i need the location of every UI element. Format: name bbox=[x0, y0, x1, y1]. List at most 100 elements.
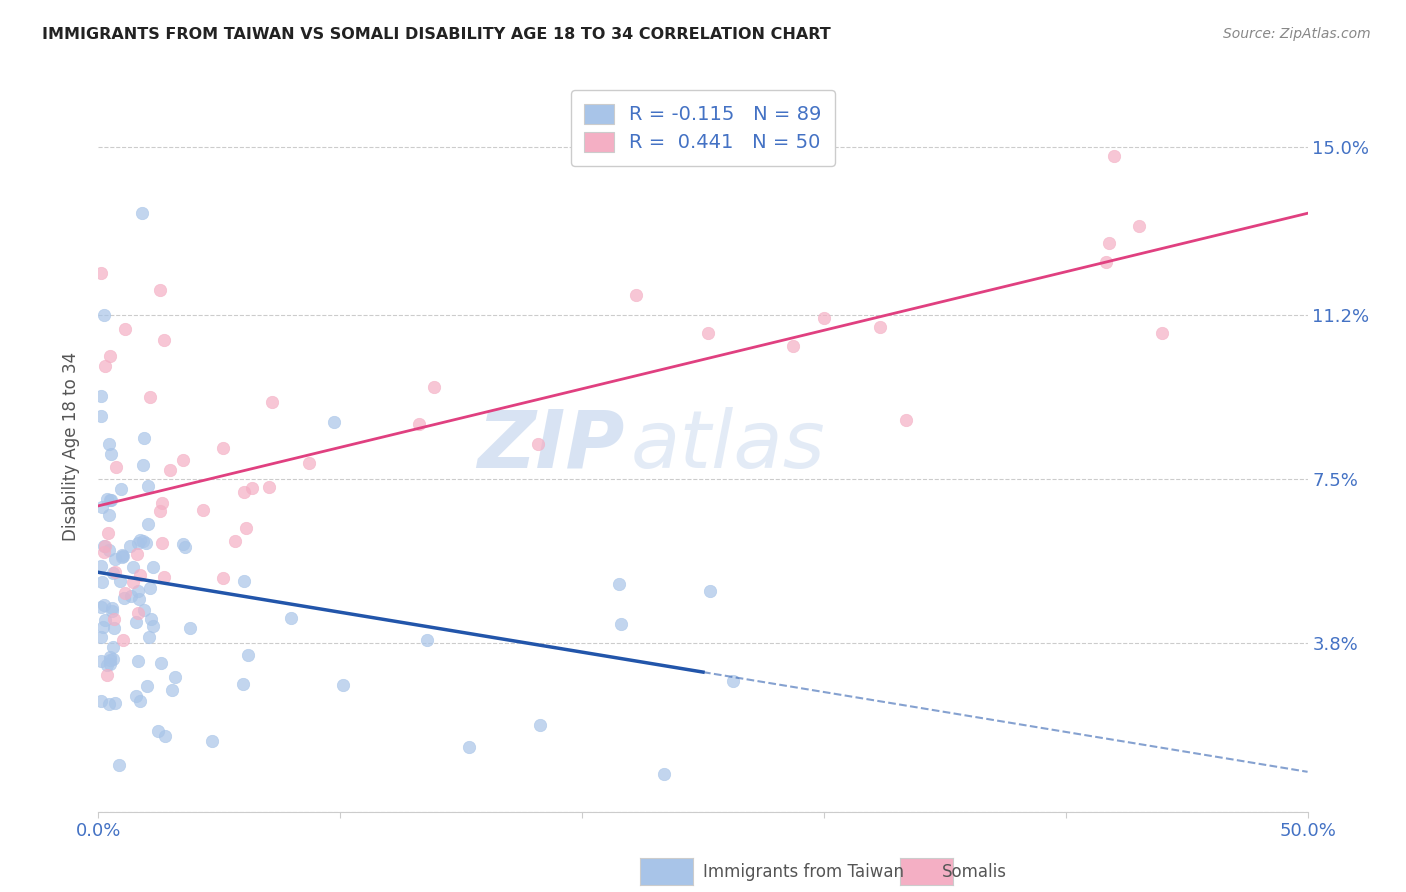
Point bbox=[332, 678, 354, 692]
Point bbox=[111, 548, 134, 562]
Point bbox=[93, 539, 115, 553]
Point bbox=[149, 283, 172, 297]
Point bbox=[128, 591, 150, 606]
Point bbox=[721, 673, 744, 688]
Point bbox=[100, 653, 122, 667]
Point bbox=[1128, 219, 1150, 233]
Point bbox=[101, 640, 124, 654]
Point bbox=[90, 267, 112, 281]
Point bbox=[153, 333, 176, 347]
Point bbox=[91, 620, 114, 634]
Point bbox=[90, 574, 112, 589]
Point bbox=[136, 479, 159, 493]
Point bbox=[240, 481, 263, 495]
Point bbox=[127, 584, 149, 599]
Point bbox=[90, 409, 112, 423]
Point bbox=[150, 496, 173, 510]
Point bbox=[149, 503, 172, 517]
Point bbox=[96, 492, 118, 507]
Point bbox=[97, 543, 120, 558]
Point bbox=[127, 606, 149, 620]
Point bbox=[163, 670, 186, 684]
Point bbox=[232, 677, 254, 691]
Point bbox=[98, 437, 121, 451]
Point bbox=[101, 601, 124, 615]
Point bbox=[111, 549, 134, 564]
Point bbox=[94, 613, 117, 627]
Point bbox=[138, 581, 160, 595]
Y-axis label: Disability Age 18 to 34: Disability Age 18 to 34 bbox=[62, 351, 80, 541]
Point bbox=[626, 288, 648, 302]
Point bbox=[100, 604, 122, 618]
Point bbox=[96, 668, 118, 682]
Point bbox=[607, 577, 630, 591]
Point bbox=[297, 456, 319, 470]
Point bbox=[96, 526, 118, 541]
Point bbox=[869, 320, 891, 334]
Point bbox=[146, 723, 169, 738]
Point bbox=[90, 389, 112, 403]
Point bbox=[108, 757, 131, 772]
Point bbox=[104, 459, 127, 474]
Point bbox=[125, 689, 148, 703]
Point bbox=[150, 535, 173, 549]
Point bbox=[782, 338, 804, 352]
Point bbox=[103, 652, 125, 666]
Point bbox=[90, 630, 112, 644]
Point bbox=[90, 559, 112, 574]
Point bbox=[142, 560, 165, 574]
Point bbox=[423, 380, 446, 394]
Point bbox=[104, 696, 127, 710]
Point bbox=[142, 618, 165, 632]
Point bbox=[135, 679, 157, 693]
Point bbox=[408, 417, 430, 431]
Point bbox=[96, 657, 118, 672]
Point bbox=[132, 534, 155, 549]
Point bbox=[135, 536, 157, 550]
Point bbox=[457, 739, 479, 754]
Point bbox=[1152, 326, 1174, 340]
Point bbox=[100, 447, 122, 461]
Point bbox=[813, 310, 835, 325]
Point bbox=[257, 480, 280, 494]
Point bbox=[139, 611, 162, 625]
Point bbox=[93, 598, 115, 612]
Point bbox=[172, 453, 194, 467]
Point bbox=[138, 631, 160, 645]
Point bbox=[322, 416, 344, 430]
Point bbox=[260, 394, 283, 409]
Point bbox=[224, 533, 246, 548]
Point bbox=[103, 620, 125, 634]
Point bbox=[232, 574, 254, 588]
Point bbox=[93, 308, 115, 322]
Text: ZIP: ZIP bbox=[477, 407, 624, 485]
Point bbox=[150, 656, 173, 670]
Point bbox=[108, 574, 131, 588]
Point bbox=[134, 431, 156, 445]
Point bbox=[894, 413, 917, 427]
Point bbox=[97, 508, 120, 522]
Point bbox=[90, 500, 112, 515]
Point bbox=[122, 559, 145, 574]
Point bbox=[98, 493, 121, 508]
Point bbox=[193, 503, 215, 517]
Point bbox=[128, 567, 150, 582]
Point bbox=[94, 359, 117, 374]
Point bbox=[179, 621, 201, 635]
Point bbox=[174, 540, 197, 554]
Point bbox=[90, 600, 112, 615]
Point bbox=[201, 733, 224, 747]
Point bbox=[97, 698, 120, 712]
Point bbox=[100, 493, 122, 508]
Point bbox=[212, 571, 235, 585]
Point bbox=[1098, 235, 1121, 250]
Point bbox=[132, 458, 155, 472]
Point bbox=[527, 436, 550, 450]
Point bbox=[128, 533, 150, 547]
Point bbox=[609, 617, 631, 632]
Point bbox=[136, 517, 159, 532]
Point bbox=[122, 575, 145, 590]
Point bbox=[104, 565, 127, 579]
Point bbox=[120, 539, 142, 553]
Point bbox=[90, 694, 112, 708]
